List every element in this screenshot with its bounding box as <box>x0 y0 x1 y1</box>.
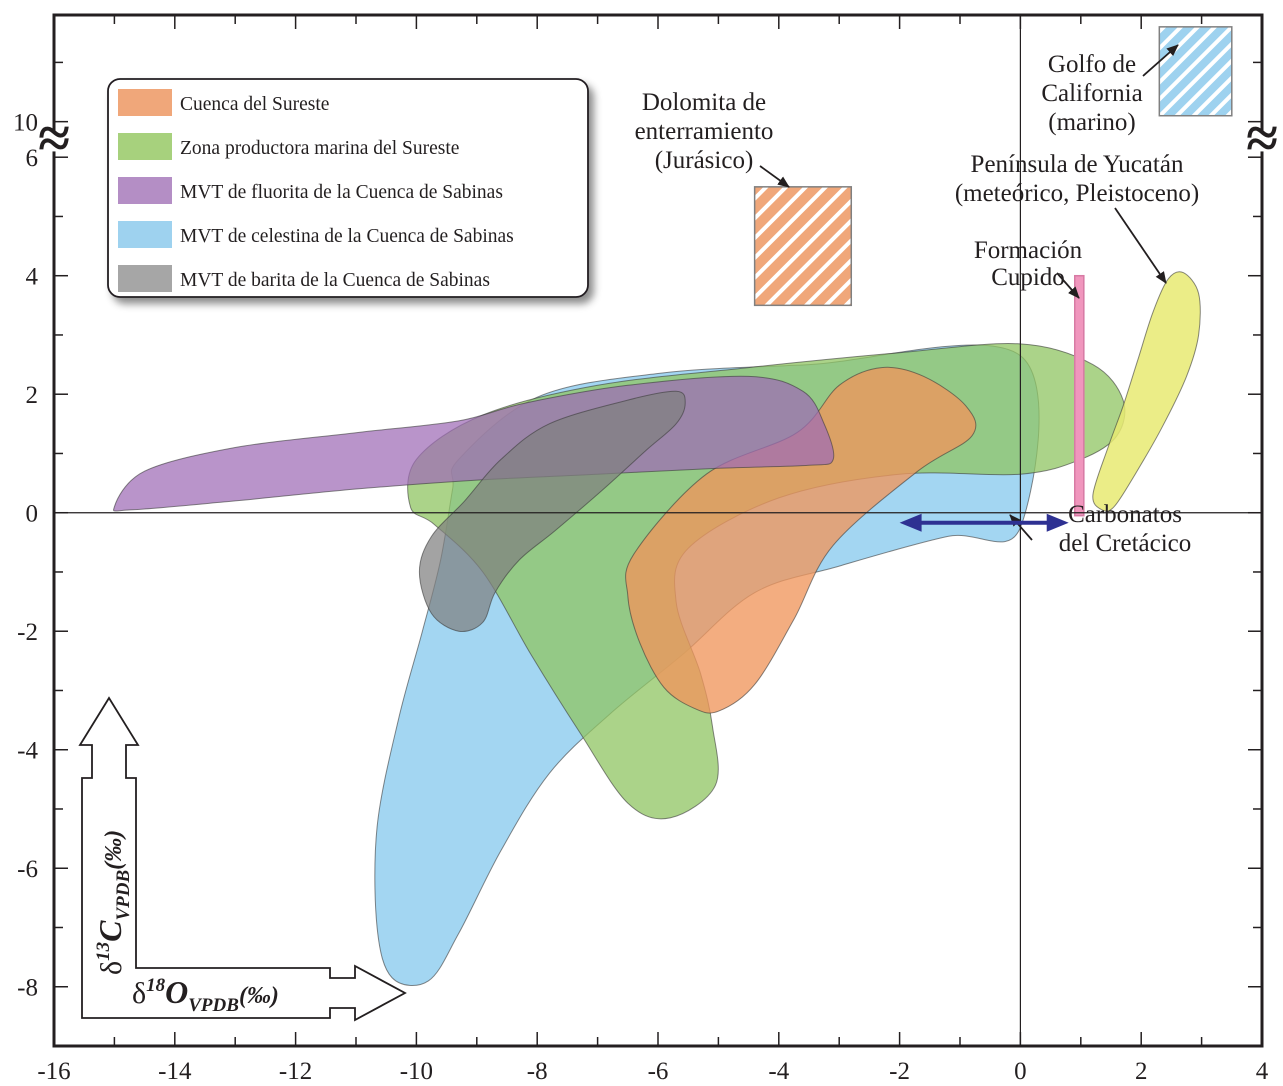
xtick-label-6: -4 <box>768 1058 789 1085</box>
legend-swatch-1 <box>118 133 172 160</box>
axis-labels: δ18OVPDB(‰)δ13CVPDB(‰) <box>78 696 407 1022</box>
ytick-label-4: 0 <box>26 501 39 528</box>
box-1 <box>1158 26 1233 117</box>
x-axis-label-main: O <box>165 974 188 1010</box>
regions-layer <box>113 271 1201 986</box>
legend-box <box>107 78 589 298</box>
y-axis-label-unit: (‰) <box>101 830 127 870</box>
legend-label-1: Zona productora marina del Sureste <box>180 138 459 159</box>
annotation-yucatan-line-1: (meteórico, Pleistoceno) <box>955 180 1199 207</box>
arrow-yucatan <box>1114 207 1167 284</box>
boxes-layer <box>753 26 1233 517</box>
ytick-label-8: 10 <box>13 110 38 137</box>
xtick-label-8: 0 <box>1014 1058 1027 1085</box>
ytick-label-2: -4 <box>17 738 38 765</box>
ytick-label-3: -2 <box>17 619 38 646</box>
xtick-label-2: -12 <box>279 1058 312 1085</box>
double-arrow-head-left <box>899 513 922 532</box>
box-2 <box>1074 274 1085 517</box>
legend-label-0: Cuenca del Sureste <box>180 94 329 115</box>
ytick-label-7: 6 <box>26 145 39 172</box>
axis-break-gap-left <box>50 133 58 152</box>
region-5 <box>1092 271 1201 512</box>
ytick-label-1: -6 <box>17 856 38 883</box>
xtick-label-0: -16 <box>37 1058 70 1085</box>
xtick-label-3: -10 <box>400 1058 433 1085</box>
xtick-label-10: 4 <box>1256 1058 1269 1085</box>
axis-break-left: ≈ <box>38 105 70 170</box>
xtick-label-4: -8 <box>527 1058 548 1085</box>
axis-break-right: ≈ <box>1246 105 1278 170</box>
x-axis-label-sup: 18 <box>146 975 166 996</box>
annotation-golfo-line-2: (marino) <box>1048 109 1135 136</box>
arrow-golfo <box>1142 44 1179 77</box>
xtick-label-9: 2 <box>1135 1058 1148 1085</box>
xtick-label-5: -6 <box>648 1058 669 1085</box>
y-axis-label-sup: 13 <box>93 942 114 961</box>
arrow-carbonatos <box>1009 514 1033 541</box>
legend-label-2: MVT de fluorita de la Cuenca de Sabinas <box>180 182 503 203</box>
y-axis-label-main: C <box>92 920 128 942</box>
arrow-cupido <box>1056 272 1080 299</box>
annotation-golfo-line-1: California <box>1041 80 1142 107</box>
legend-swatch-0 <box>118 89 172 116</box>
annotation-carbonatos-line-1: del Cretácico <box>1059 530 1192 557</box>
region-4 <box>418 390 686 633</box>
y-axis-label-sub: VPDB <box>113 870 134 921</box>
legend-label-4: MVT de barita de la Cuenca de Sabinas <box>180 270 490 291</box>
legend: Cuenca del Sureste Zona productora marina… <box>107 78 589 298</box>
y-axis-label-delta: δ <box>95 961 128 975</box>
annotation-dolomita-line-1: enterramiento <box>635 118 774 145</box>
axis-break-gap-right <box>1258 133 1266 152</box>
legend-swatch-4 <box>118 265 172 292</box>
x-axis-label: δ18OVPDB(‰) <box>132 974 279 1016</box>
ytick-label-6: 4 <box>26 264 39 291</box>
legend-label-3: MVT de celestina de la Cuenca de Sabinas <box>180 226 514 247</box>
annotation-yucatan-line-0: Península de Yucatán <box>971 151 1184 178</box>
legend-swatch-2 <box>118 177 172 204</box>
annotation-dolomita-line-0: Dolomita de <box>642 89 766 116</box>
ticks-layer: -16 -14 -12 -10 -8 -6 -4 -2 0 2 4 -8 -6 -4 -2 0 2 4 6 10 <box>13 15 1269 1085</box>
ytick-label-0: -8 <box>17 975 38 1002</box>
reference-lines <box>54 15 1262 1046</box>
ytick-label-5: 2 <box>26 382 39 409</box>
xtick-label-7: -2 <box>889 1058 910 1085</box>
legend-swatch-3 <box>118 221 172 248</box>
x-axis-label-delta: δ <box>132 977 146 1010</box>
annotation-cupido-line-1: Cupido <box>991 264 1065 291</box>
box-0 <box>753 186 853 307</box>
annotation-dolomita-line-2: (Jurásico) <box>655 147 754 174</box>
x-axis-label-unit: (‰) <box>239 983 279 1009</box>
annotation-cupido-line-0: Formación <box>974 237 1083 264</box>
xtick-label-1: -14 <box>158 1058 192 1085</box>
annotation-golfo-line-0: Golfo de <box>1048 51 1136 78</box>
axis-arrow-frame <box>78 696 407 1022</box>
annotation-carbonatos-line-0: Carbonatos <box>1068 501 1182 528</box>
x-axis-label-sub: VPDB <box>188 995 239 1016</box>
y-axis-label: δ13CVPDB(‰) <box>92 830 134 975</box>
double-arrow-head-right <box>1046 513 1069 532</box>
arrow-dolomita <box>759 165 790 188</box>
